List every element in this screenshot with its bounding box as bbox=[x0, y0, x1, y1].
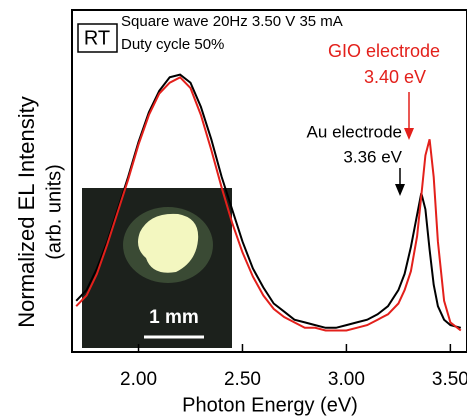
plot-area bbox=[75, 73, 462, 332]
x-axis-title: Photon Energy (eV) bbox=[182, 394, 358, 416]
x-tick-label: 3.00 bbox=[328, 369, 365, 390]
temp-label: RT bbox=[84, 27, 110, 49]
x-tick-label: 2.50 bbox=[224, 369, 261, 390]
y-axis-title: Normalized EL Intensity bbox=[14, 96, 39, 328]
condition-label: Duty cycle 50% bbox=[121, 36, 224, 53]
x-tick-label: 2.00 bbox=[120, 369, 157, 390]
annotation: 3.40 eV bbox=[364, 67, 426, 87]
annotation: 3.36 eV bbox=[343, 147, 402, 166]
series-line bbox=[75, 76, 462, 332]
frame bbox=[71, 9, 467, 353]
y-axis-title: (arb. units) bbox=[43, 164, 65, 260]
scale-label: 1 mm bbox=[149, 307, 199, 328]
inset-sample bbox=[138, 213, 199, 273]
legend-label: GIO electrode bbox=[328, 41, 440, 61]
rt-box bbox=[77, 23, 118, 53]
condition-label: Square wave 20Hz 3.50 V 35 mA bbox=[121, 13, 343, 30]
arrow-head bbox=[395, 184, 405, 196]
x-tick-label: 3.50 bbox=[432, 369, 467, 390]
arrow-head bbox=[404, 128, 414, 140]
legend-label: Au electrode bbox=[307, 122, 402, 141]
